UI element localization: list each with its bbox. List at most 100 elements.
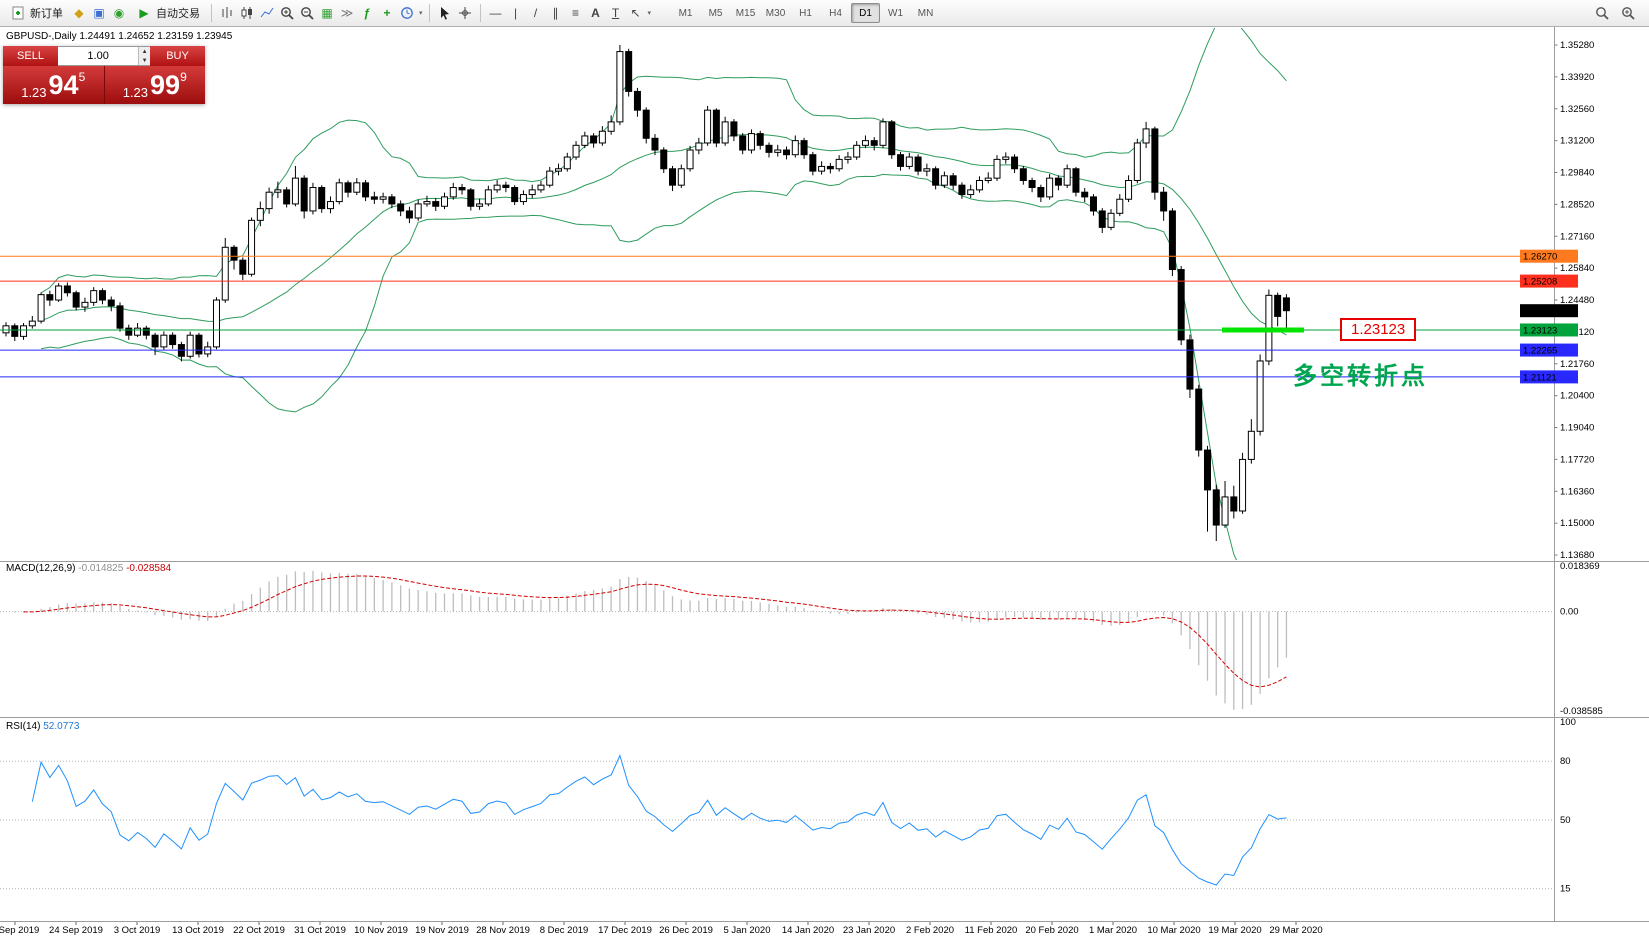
svg-text:1.29840: 1.29840 xyxy=(1560,168,1594,179)
timeframe-button-h1[interactable]: H1 xyxy=(799,7,812,19)
timeframe-button-h4[interactable]: H4 xyxy=(829,7,842,19)
tile-windows-icon[interactable]: ▦ xyxy=(321,6,333,20)
svg-text:1.28520: 1.28520 xyxy=(1560,199,1594,210)
sell-price-sup: 5 xyxy=(78,70,86,84)
svg-text:29 Mar 2020: 29 Mar 2020 xyxy=(1269,925,1322,936)
svg-text:0.018369: 0.018369 xyxy=(1560,561,1600,572)
svg-text:1.32560: 1.32560 xyxy=(1560,104,1594,115)
svg-text:0.00: 0.00 xyxy=(1560,607,1579,618)
market-watch-icon[interactable]: ◆ xyxy=(74,6,84,20)
play-icon: ▶ xyxy=(139,6,149,20)
rsi-title: RSI(14) xyxy=(6,721,41,732)
zoom-in-icon[interactable] xyxy=(278,3,296,23)
auto-scroll-icon[interactable]: ≫ xyxy=(340,6,354,20)
chart-line-icon[interactable] xyxy=(258,3,276,23)
sell-button[interactable]: SELL xyxy=(3,46,58,66)
timeframe-button-m1[interactable]: M1 xyxy=(678,7,693,19)
new-order-button[interactable]: 新订单 xyxy=(4,2,68,24)
lot-increase-button[interactable]: ▲ xyxy=(139,47,150,56)
chevron-down-icon: ▾ xyxy=(419,10,423,17)
svg-text:26 Dec 2019: 26 Dec 2019 xyxy=(659,925,713,936)
vertical-line-icon[interactable]: | xyxy=(513,6,518,20)
svg-text:10 Nov 2019: 10 Nov 2019 xyxy=(354,925,408,936)
zoom-out-icon[interactable] xyxy=(298,3,316,23)
rsi-pane xyxy=(0,754,1553,890)
chart-candles-icon[interactable] xyxy=(238,3,256,23)
cursor-icon[interactable] xyxy=(436,3,454,23)
buy-price-big: 99 xyxy=(150,70,181,100)
svg-text:80: 80 xyxy=(1560,756,1571,767)
toolbar-separator xyxy=(211,4,212,22)
chart-bars-icon[interactable] xyxy=(218,3,236,23)
svg-text:1.15000: 1.15000 xyxy=(1560,518,1594,529)
level-annotation-box[interactable]: 1.23123 xyxy=(1340,318,1417,341)
rsi-indicator-label: RSI(14) 52.0773 xyxy=(6,721,79,732)
macd-main-value: -0.014825 xyxy=(78,563,124,574)
trendline-icon[interactable]: / xyxy=(533,6,538,20)
svg-text:1.23945: 1.23945 xyxy=(1523,306,1557,317)
search-plus-icon[interactable] xyxy=(1619,3,1637,23)
level-lines: 1.26270 1.25208 1.23123 1.22265 1.21121 1.239… xyxy=(0,249,1578,384)
svg-text:2 Feb 2020: 2 Feb 2020 xyxy=(906,925,954,936)
cn-annotation-text[interactable]: 多空转折点 xyxy=(1293,363,1428,390)
sell-price-big: 94 xyxy=(48,70,79,100)
chart-ohlc-header: GBPUSD-,Daily 1.24491 1.24652 1.23159 1.… xyxy=(6,31,233,42)
equidistant-channel-icon[interactable]: ∥ xyxy=(552,6,559,20)
svg-text:1.17720: 1.17720 xyxy=(1560,454,1594,465)
svg-text:1.19040: 1.19040 xyxy=(1560,423,1594,434)
svg-text:1.21760: 1.21760 xyxy=(1560,359,1594,370)
period-clock-icon[interactable] xyxy=(398,3,416,23)
svg-text:1.27160: 1.27160 xyxy=(1560,231,1594,242)
svg-text:3 Oct 2019: 3 Oct 2019 xyxy=(114,925,160,936)
search-icon[interactable] xyxy=(1593,3,1611,23)
timeframe-button-m30[interactable]: M30 xyxy=(765,7,786,19)
timeframe-group: M1 M5 M15 M30 H1 H4 D1 W1 MN xyxy=(671,3,940,23)
macd-signal-value: -0.028584 xyxy=(126,563,172,574)
buy-label: BUY xyxy=(166,50,189,62)
svg-text:14 Jan 2020: 14 Jan 2020 xyxy=(782,925,834,936)
svg-text:1.35280: 1.35280 xyxy=(1560,40,1594,51)
toolbar-separator xyxy=(428,4,430,22)
svg-text:1.31200: 1.31200 xyxy=(1560,136,1594,147)
svg-text:19 Nov 2019: 19 Nov 2019 xyxy=(415,925,469,936)
svg-text:1.21121: 1.21121 xyxy=(1523,372,1557,383)
horizontal-line-icon[interactable]: — xyxy=(489,6,502,20)
sell-price-button[interactable]: 1.23 94 5 xyxy=(3,66,105,104)
svg-text:1.25208: 1.25208 xyxy=(1523,277,1557,288)
date-axis: 5 Sep 2019 24 Sep 2019 3 Oct 2019 13 Oct 20… xyxy=(0,922,1323,936)
arrows-icon[interactable]: ↖ xyxy=(630,6,641,20)
sell-price-prefix: 1.23 xyxy=(21,85,47,100)
svg-text:20 Feb 2020: 20 Feb 2020 xyxy=(1025,925,1078,936)
timeframe-button-w1[interactable]: W1 xyxy=(888,7,904,19)
crosshair-icon[interactable] xyxy=(456,3,474,23)
rsi-value: 52.0773 xyxy=(43,721,80,732)
timeframe-button-m15[interactable]: M15 xyxy=(735,7,756,19)
timeframe-button-m5[interactable]: M5 xyxy=(708,7,723,19)
fibonacci-icon[interactable]: ≡ xyxy=(572,6,580,20)
svg-text:1 Mar 2020: 1 Mar 2020 xyxy=(1089,925,1137,936)
svg-text:1.24480: 1.24480 xyxy=(1560,295,1594,306)
navigator-icon[interactable]: ◉ xyxy=(113,6,125,20)
indicators-add-icon[interactable]: + xyxy=(383,6,391,20)
lot-decrease-button[interactable]: ▼ xyxy=(139,56,150,65)
autotrading-button[interactable]: ▶ 自动交易 xyxy=(130,2,205,24)
text-label-icon[interactable]: T xyxy=(611,6,620,20)
macd-title: MACD(12,26,9) xyxy=(6,563,76,574)
buy-button[interactable]: BUY xyxy=(150,46,205,66)
timeframe-button-d1[interactable]: D1 xyxy=(851,3,881,23)
macd-indicator-label: MACD(12,26,9) -0.014825 -0.028584 xyxy=(6,563,171,574)
bollinger-bands xyxy=(40,28,1287,560)
indicators-icon[interactable]: ƒ xyxy=(363,6,371,20)
text-icon[interactable]: A xyxy=(591,6,600,20)
lot-input[interactable] xyxy=(58,47,139,65)
timeframe-button-mn[interactable]: MN xyxy=(917,7,934,19)
profiles-icon[interactable]: ▣ xyxy=(93,6,105,20)
svg-text:28 Nov 2019: 28 Nov 2019 xyxy=(476,925,530,936)
autotrading-label: 自动交易 xyxy=(156,8,200,20)
buy-price-sup: 9 xyxy=(180,70,187,84)
candles-layer xyxy=(2,45,1290,541)
svg-text:31 Oct 2019: 31 Oct 2019 xyxy=(294,925,346,936)
buy-price-button[interactable]: 1.23 99 9 xyxy=(104,66,205,104)
